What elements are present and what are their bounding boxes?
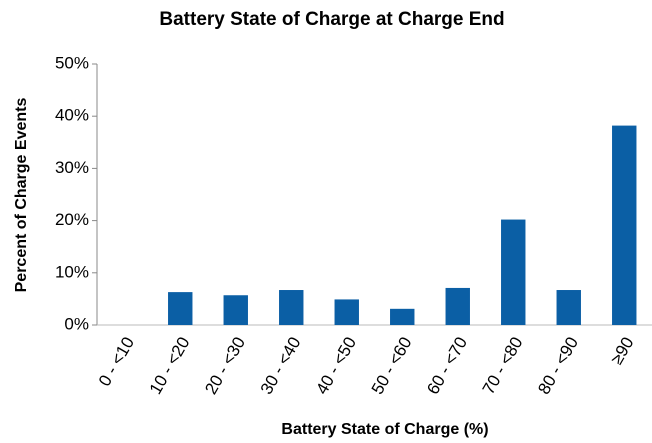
bar [223,295,248,325]
y-axis-title: Percent of Charge Events [13,98,30,293]
y-tick-label: 50% [55,53,89,72]
x-tick-label: ≥90 [607,334,638,368]
y-tick-label: 10% [55,262,89,281]
bar [445,287,470,325]
x-tick-label: 70 - <80 [479,334,527,398]
x-tick-label: 30 - <40 [257,334,305,398]
x-tick-label: 0 - <10 [95,334,138,390]
x-tick-label: 50 - <60 [368,334,416,398]
y-tick-label: 30% [55,158,89,177]
y-tick-label: 20% [55,210,89,229]
x-tick-label: 20 - <30 [201,334,249,398]
bar [168,292,193,325]
x-tick-label: 60 - <70 [423,334,471,398]
bar [334,299,359,325]
bar [612,125,637,325]
bar [390,308,415,325]
x-tick-label: 10 - <20 [146,334,194,398]
y-tick-label: 40% [55,106,89,125]
y-tick-label: 0% [64,314,89,333]
x-axis-title: Battery State of Charge (%) [281,421,488,438]
chart-title: Battery State of Charge at Charge End [159,9,504,30]
bar [279,290,304,325]
bar [501,219,526,325]
bar [556,290,581,325]
x-tick-label: 80 - <90 [534,334,582,398]
x-tick-label: 40 - <50 [312,334,360,398]
